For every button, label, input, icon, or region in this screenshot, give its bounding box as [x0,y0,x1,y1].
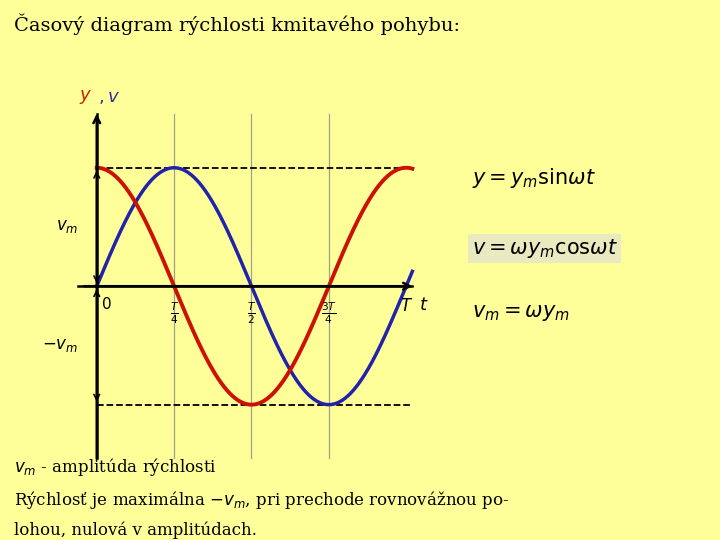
Text: $v_m$: $v_m$ [56,219,78,235]
Text: $\frac{T}{4}$: $\frac{T}{4}$ [169,300,179,326]
Text: Časový diagram rýchlosti kmitavého pohybu:: Časový diagram rýchlosti kmitavého pohyb… [14,14,460,35]
Text: $,v$: $,v$ [99,88,120,106]
Text: lohou, nulová v amplitúdach.: lohou, nulová v amplitúdach. [14,521,257,538]
Text: $T$: $T$ [400,298,413,315]
Text: $-v_m$: $-v_m$ [42,337,78,354]
Text: $y$: $y$ [78,88,92,106]
Text: Rýchlosť je maximálna $-v_m$, pri prechode rovnovážnou po-: Rýchlosť je maximálna $-v_m$, pri precho… [14,489,510,511]
Text: $t$: $t$ [418,296,428,314]
Text: $\frac{3T}{4}$: $\frac{3T}{4}$ [321,300,337,326]
Text: $0$: $0$ [102,296,112,312]
Text: $v_m$ - amplitúda rýchlosti: $v_m$ - amplitúda rýchlosti [14,456,217,478]
Text: $y = y_m\mathrm{sin}\omega t$: $y = y_m\mathrm{sin}\omega t$ [472,166,595,190]
Text: $\frac{T}{2}$: $\frac{T}{2}$ [247,300,256,326]
Text: $v = \omega y_m\mathrm{cos}\omega t$: $v = \omega y_m\mathrm{cos}\omega t$ [472,237,618,260]
Text: $v_m = \omega y_m$: $v_m = \omega y_m$ [472,303,570,323]
